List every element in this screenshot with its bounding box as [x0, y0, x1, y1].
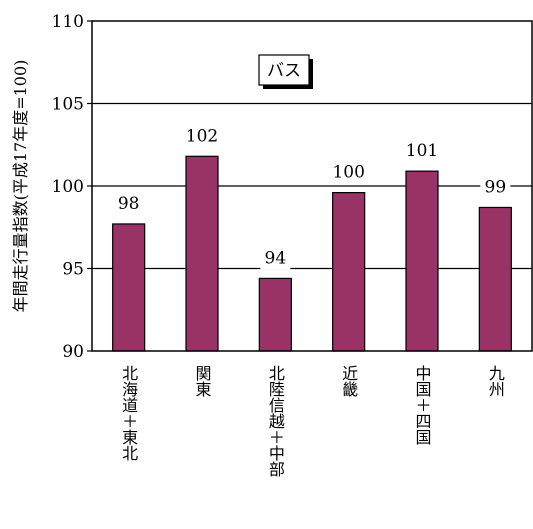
- category-label: 北海道＋東北: [119, 365, 138, 461]
- data-label: 98: [118, 194, 140, 214]
- bar: [478, 206, 512, 352]
- data-label-background: [181, 126, 223, 148]
- data-label-background: [260, 248, 291, 270]
- category-label: 中国＋四国: [413, 365, 432, 445]
- category-label: 近畿: [339, 365, 358, 397]
- legend-text: バス: [267, 61, 301, 81]
- legend-box: [258, 54, 310, 86]
- bar: [332, 192, 366, 352]
- data-label-background: [328, 162, 370, 184]
- data-label: 102: [186, 126, 218, 146]
- y-axis-title: 年間走行量指数(平成17年度=100): [11, 60, 30, 313]
- x-axis-categories: 北海道＋東北 関東 北陸信越＋中部 近畿 中国＋四国 九州: [119, 365, 505, 477]
- data-label-background: [113, 193, 144, 215]
- data-label-background: [480, 177, 511, 199]
- category-label: 北陸信越＋中部: [266, 365, 285, 477]
- legend: バス: [258, 54, 313, 89]
- bar: [258, 277, 292, 352]
- bar: [405, 170, 439, 352]
- data-label: 101: [406, 141, 438, 161]
- bar: [185, 155, 219, 352]
- y-tick-label: 105: [52, 95, 84, 115]
- gridlines: [92, 102, 532, 270]
- category-label: 九州: [486, 365, 505, 397]
- bars: [112, 155, 512, 352]
- data-label-background: [401, 141, 443, 163]
- y-tick-label: 95: [62, 260, 84, 280]
- y-tick-label: 110: [52, 12, 84, 32]
- bar: [112, 223, 146, 352]
- data-label: 99: [485, 177, 507, 197]
- y-tick-label: 90: [62, 342, 84, 362]
- data-label: 100: [332, 163, 364, 183]
- y-tick-label: 100: [52, 177, 84, 197]
- category-label: 関東: [193, 365, 212, 397]
- data-labels: 98 102 94 100 101 99: [113, 126, 511, 270]
- data-label: 94: [265, 248, 287, 268]
- y-axis-ticks: 90 95 100 105 110: [52, 12, 92, 362]
